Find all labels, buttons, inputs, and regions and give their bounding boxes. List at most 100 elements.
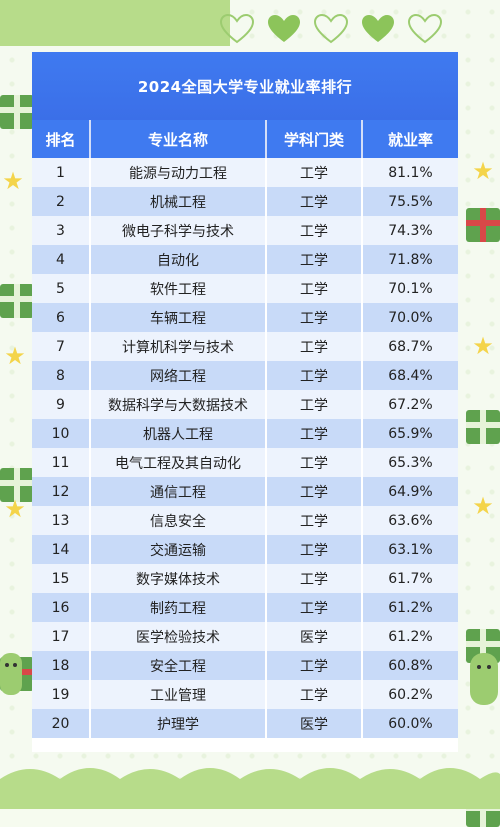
rank-cell: 11	[32, 448, 90, 477]
major-name-cell: 计算机科学与技术	[89, 332, 266, 361]
major-name-cell: 工业管理	[89, 680, 266, 709]
major-name-cell: 微电子科学与技术	[89, 216, 266, 245]
ranking-table: 排名 专业名称 学科门类 就业率 1 能源与动力工程 工学 81.1% 2 机械工程 工学 7…	[32, 120, 458, 738]
category-cell: 工学	[265, 187, 362, 216]
rank-cell: 9	[32, 390, 90, 419]
header-major: 专业名称	[89, 120, 266, 158]
table-row: 15 数字媒体技术 工学 61.7%	[32, 564, 458, 593]
table-row: 17 医学检验技术 医学 61.2%	[32, 622, 458, 651]
rank-cell: 3	[32, 216, 90, 245]
rate-cell: 61.7%	[361, 564, 458, 593]
rate-cell: 68.4%	[361, 361, 458, 390]
category-cell: 工学	[265, 274, 362, 303]
top-left-decor-strip	[0, 0, 230, 46]
category-cell: 工学	[265, 448, 362, 477]
rank-cell: 4	[32, 245, 90, 274]
table-row: 19 工业管理 工学 60.2%	[32, 680, 458, 709]
header-rank: 排名	[32, 120, 90, 158]
heart-icon	[408, 14, 442, 44]
plant-icon	[470, 653, 498, 705]
category-cell: 工学	[265, 303, 362, 332]
major-name-cell: 数字媒体技术	[89, 564, 266, 593]
gift-icon	[0, 468, 34, 502]
header-rate: 就业率	[361, 120, 458, 158]
category-cell: 工学	[265, 535, 362, 564]
rate-cell: 74.3%	[361, 216, 458, 245]
major-name-cell: 制药工程	[89, 593, 266, 622]
table-row: 4 自动化 工学 71.8%	[32, 245, 458, 274]
rate-cell: 68.7%	[361, 332, 458, 361]
category-cell: 工学	[265, 680, 362, 709]
rank-cell: 6	[32, 303, 90, 332]
rank-cell: 1	[32, 158, 90, 187]
heart-icon	[314, 14, 348, 44]
star-icon: ★	[472, 332, 494, 360]
rank-cell: 13	[32, 506, 90, 535]
star-icon: ★	[472, 492, 494, 520]
category-cell: 工学	[265, 564, 362, 593]
rate-cell: 75.5%	[361, 187, 458, 216]
category-cell: 工学	[265, 593, 362, 622]
category-cell: 工学	[265, 477, 362, 506]
table-row: 16 制药工程 工学 61.2%	[32, 593, 458, 622]
table-row: 12 通信工程 工学 64.9%	[32, 477, 458, 506]
rate-cell: 63.1%	[361, 535, 458, 564]
star-icon: ★	[4, 495, 26, 523]
heart-icon	[362, 15, 394, 42]
heart-icon	[220, 14, 254, 44]
rate-cell: 65.9%	[361, 419, 458, 448]
category-cell: 工学	[265, 506, 362, 535]
table-row: 9 数据科学与大数据技术 工学 67.2%	[32, 390, 458, 419]
rank-cell: 12	[32, 477, 90, 506]
rate-cell: 63.6%	[361, 506, 458, 535]
category-cell: 工学	[265, 158, 362, 187]
category-cell: 医学	[265, 622, 362, 651]
rank-cell: 8	[32, 361, 90, 390]
major-name-cell: 信息安全	[89, 506, 266, 535]
bottom-foliage	[0, 768, 500, 809]
rate-cell: 60.0%	[361, 709, 458, 738]
plant-icon	[0, 653, 22, 695]
major-name-cell: 能源与动力工程	[89, 158, 266, 187]
category-cell: 工学	[265, 361, 362, 390]
rate-cell: 71.8%	[361, 245, 458, 274]
rank-cell: 19	[32, 680, 90, 709]
major-name-cell: 交通运输	[89, 535, 266, 564]
rank-cell: 18	[32, 651, 90, 680]
major-name-cell: 护理学	[89, 709, 266, 738]
major-name-cell: 通信工程	[89, 477, 266, 506]
major-name-cell: 安全工程	[89, 651, 266, 680]
table-row: 2 机械工程 工学 75.5%	[32, 187, 458, 216]
category-cell: 工学	[265, 419, 362, 448]
rate-cell: 67.2%	[361, 390, 458, 419]
category-cell: 工学	[265, 216, 362, 245]
rank-cell: 2	[32, 187, 90, 216]
rate-cell: 70.1%	[361, 274, 458, 303]
category-cell: 工学	[265, 245, 362, 274]
rate-cell: 61.2%	[361, 593, 458, 622]
major-name-cell: 车辆工程	[89, 303, 266, 332]
star-icon: ★	[472, 157, 494, 185]
major-name-cell: 数据科学与大数据技术	[89, 390, 266, 419]
rank-cell: 15	[32, 564, 90, 593]
gift-icon	[0, 95, 34, 129]
table-row: 6 车辆工程 工学 70.0%	[32, 303, 458, 332]
rate-cell: 70.0%	[361, 303, 458, 332]
category-cell: 工学	[265, 651, 362, 680]
rank-cell: 5	[32, 274, 90, 303]
star-icon: ★	[4, 342, 26, 370]
rank-cell: 10	[32, 419, 90, 448]
major-name-cell: 自动化	[89, 245, 266, 274]
rate-cell: 65.3%	[361, 448, 458, 477]
gift-icon	[466, 410, 500, 444]
rank-cell: 16	[32, 593, 90, 622]
table-row: 13 信息安全 工学 63.6%	[32, 506, 458, 535]
table-row: 18 安全工程 工学 60.8%	[32, 651, 458, 680]
table-row: 8 网络工程 工学 68.4%	[32, 361, 458, 390]
ranking-card: 2024全国大学专业就业率排行 排名 专业名称 学科门类 就业率 1 能源与动力工…	[32, 52, 458, 752]
table-row: 20 护理学 医学 60.0%	[32, 709, 458, 738]
rate-cell: 81.1%	[361, 158, 458, 187]
major-name-cell: 软件工程	[89, 274, 266, 303]
table-row: 11 电气工程及其自动化 工学 65.3%	[32, 448, 458, 477]
rate-cell: 61.2%	[361, 622, 458, 651]
